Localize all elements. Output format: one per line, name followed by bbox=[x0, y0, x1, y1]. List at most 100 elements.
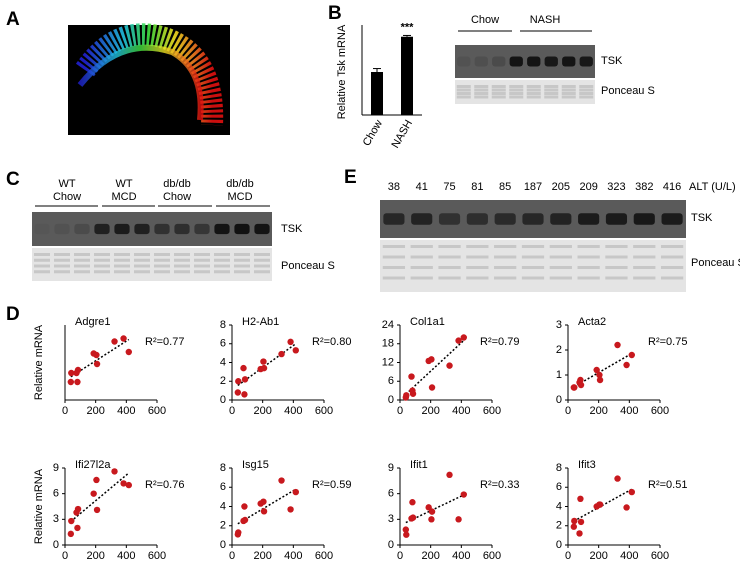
band bbox=[526, 95, 541, 99]
point bbox=[287, 506, 294, 513]
y-tick-label: 8 bbox=[220, 319, 226, 331]
band bbox=[114, 258, 130, 262]
x-tick-label: 200 bbox=[86, 550, 104, 562]
point bbox=[74, 505, 82, 513]
trend-line bbox=[573, 352, 633, 388]
band bbox=[544, 56, 558, 67]
band bbox=[194, 270, 210, 274]
point bbox=[577, 495, 584, 502]
band bbox=[526, 92, 541, 95]
trend-line bbox=[237, 488, 297, 525]
band bbox=[544, 88, 559, 92]
band bbox=[633, 276, 656, 280]
band bbox=[410, 276, 433, 280]
x-tick-label: 200 bbox=[421, 405, 439, 417]
band bbox=[438, 276, 461, 280]
lane-label: 85 bbox=[499, 181, 511, 193]
point bbox=[596, 501, 604, 508]
band bbox=[577, 245, 600, 248]
lane-label: 382 bbox=[635, 181, 653, 193]
band bbox=[74, 223, 90, 235]
band bbox=[579, 92, 594, 95]
point bbox=[614, 341, 621, 349]
band bbox=[661, 213, 683, 225]
point bbox=[409, 390, 417, 397]
band bbox=[521, 255, 545, 259]
band bbox=[474, 92, 489, 95]
y-tick-label: 3 bbox=[53, 513, 59, 525]
y-tick-label: 8 bbox=[556, 462, 562, 474]
band bbox=[561, 85, 576, 88]
band bbox=[456, 95, 471, 99]
band bbox=[114, 270, 130, 274]
x-tick-label: 400 bbox=[117, 550, 135, 562]
point bbox=[241, 503, 248, 510]
band bbox=[509, 95, 524, 99]
band bbox=[660, 266, 684, 269]
point bbox=[409, 514, 417, 521]
x-tick-label: Chow bbox=[361, 118, 385, 148]
band bbox=[134, 253, 150, 256]
band bbox=[491, 92, 506, 95]
point bbox=[234, 389, 242, 396]
chart-title: Ifit1 bbox=[410, 459, 428, 471]
band bbox=[34, 258, 50, 262]
band bbox=[234, 264, 250, 268]
group-label: db/db bbox=[163, 178, 191, 190]
band bbox=[154, 270, 170, 274]
y-tick-label: 24 bbox=[382, 319, 394, 331]
point bbox=[577, 376, 584, 384]
group-label: Chow bbox=[53, 191, 81, 203]
point bbox=[623, 504, 630, 511]
panel-label: C bbox=[6, 169, 20, 190]
y-tick-label: 2 bbox=[556, 520, 562, 532]
point bbox=[576, 530, 583, 537]
y-tick-label: 3 bbox=[556, 319, 562, 331]
band bbox=[521, 245, 545, 248]
row-label: TSK bbox=[691, 212, 713, 224]
band bbox=[605, 255, 628, 259]
band bbox=[605, 213, 628, 225]
band bbox=[660, 245, 684, 248]
x-tick-label: 600 bbox=[651, 405, 669, 417]
band bbox=[550, 213, 572, 225]
band bbox=[174, 270, 190, 274]
band bbox=[214, 253, 230, 256]
band bbox=[466, 255, 489, 259]
chart-title: Isg15 bbox=[242, 459, 269, 471]
band bbox=[154, 253, 170, 256]
band bbox=[234, 270, 250, 274]
band bbox=[174, 223, 190, 235]
band bbox=[605, 266, 628, 269]
band bbox=[466, 245, 489, 248]
annotation: R²=0.80 bbox=[312, 336, 351, 348]
band bbox=[194, 223, 210, 235]
y-tick-label: 8 bbox=[220, 462, 226, 474]
x-tick-label: 200 bbox=[589, 550, 607, 562]
band bbox=[521, 266, 545, 269]
point bbox=[596, 376, 604, 384]
y-tick-label: 6 bbox=[388, 375, 394, 387]
x-tick-label: 200 bbox=[86, 405, 104, 417]
band bbox=[577, 255, 600, 259]
band bbox=[214, 270, 230, 274]
band bbox=[411, 213, 433, 225]
x-tick-label: 600 bbox=[483, 405, 501, 417]
band bbox=[579, 88, 594, 92]
y-tick-label: 9 bbox=[388, 462, 394, 474]
band bbox=[194, 253, 210, 256]
x-tick-label: 400 bbox=[452, 405, 470, 417]
point bbox=[408, 373, 415, 380]
annotation: R²=0.33 bbox=[480, 479, 519, 491]
point bbox=[260, 364, 268, 372]
band bbox=[544, 92, 559, 95]
band bbox=[492, 56, 506, 67]
group-label: NASH bbox=[530, 14, 561, 26]
point bbox=[570, 523, 578, 530]
chart-title: Col1a1 bbox=[410, 316, 445, 328]
y-axis-label: Relative mRNA bbox=[33, 324, 45, 400]
point bbox=[428, 384, 436, 391]
point bbox=[571, 384, 578, 391]
y-tick-label: 6 bbox=[556, 481, 562, 493]
band bbox=[578, 213, 600, 225]
